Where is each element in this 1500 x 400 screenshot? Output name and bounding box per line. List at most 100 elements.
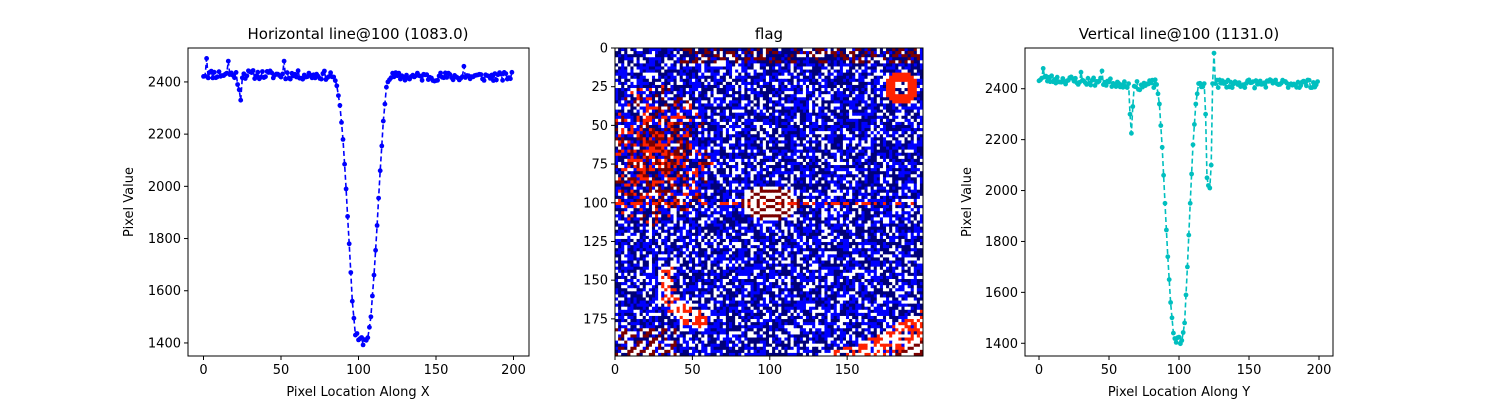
pixel [661, 192, 665, 197]
pixel [633, 174, 637, 178]
pixel [741, 168, 745, 172]
pixel [879, 84, 884, 89]
pixel [618, 189, 622, 194]
pixel [864, 112, 868, 117]
pixel [913, 97, 918, 101]
pixel [695, 189, 699, 194]
pixel [732, 103, 736, 107]
pixel [627, 128, 631, 132]
pixel [919, 91, 924, 95]
pixel [719, 146, 724, 151]
pixel [864, 75, 868, 80]
pixel [661, 183, 665, 187]
pixel [707, 137, 711, 141]
pixel [833, 125, 838, 129]
pixel [879, 155, 884, 160]
pixel [651, 48, 656, 52]
pixel [741, 66, 745, 70]
pixel [836, 60, 841, 64]
pixel [882, 100, 887, 104]
pixel [790, 180, 795, 184]
pixel [787, 149, 791, 154]
pixel [919, 118, 924, 123]
pixel [898, 186, 902, 191]
pixel [704, 146, 708, 151]
pixel [775, 161, 779, 166]
pixel [661, 137, 665, 141]
pixel [833, 106, 838, 110]
pixel [790, 192, 795, 197]
pixel [858, 91, 862, 95]
pixel [719, 192, 724, 197]
pixel [765, 186, 770, 191]
pixel [830, 63, 835, 67]
pixel [618, 183, 622, 187]
pixel [855, 140, 859, 144]
pixel [710, 161, 714, 166]
pixel [827, 78, 831, 83]
pixel [741, 174, 745, 178]
pixel [688, 192, 693, 197]
pixel [713, 100, 718, 104]
pixel [645, 128, 650, 132]
pixel [781, 57, 785, 61]
pixel [624, 109, 628, 114]
pixel [639, 109, 644, 114]
pixel [695, 152, 699, 157]
pixel [645, 143, 650, 147]
pixel [849, 174, 853, 178]
pixel [753, 78, 758, 83]
pixel [679, 131, 684, 135]
pixel [886, 100, 890, 104]
pixel [901, 75, 905, 80]
pixel [855, 78, 859, 83]
pixel [886, 137, 890, 141]
pixel [744, 177, 748, 181]
pixel [716, 183, 721, 187]
pixel [901, 137, 905, 141]
pixel [852, 143, 856, 147]
pixel [898, 94, 902, 98]
pixel [670, 180, 674, 184]
pixel [701, 112, 705, 117]
pixel [732, 91, 736, 95]
pixel [886, 177, 890, 181]
pixel [747, 128, 751, 132]
pixel [698, 128, 702, 132]
pixel [621, 165, 625, 169]
pixel [636, 88, 641, 92]
pixel [919, 134, 924, 138]
pixel [722, 134, 727, 138]
pixel [775, 131, 779, 135]
pixel [790, 152, 795, 157]
pixel [704, 75, 708, 80]
pixel [630, 51, 634, 55]
pixel [716, 134, 721, 138]
pixel [648, 155, 653, 160]
pixel [676, 60, 681, 64]
pixel [882, 168, 887, 172]
data-point [376, 195, 381, 201]
pixel [775, 186, 779, 191]
pixel [688, 54, 693, 58]
pixel [842, 97, 847, 101]
pixel [630, 137, 634, 141]
pixel [713, 57, 718, 61]
pixel [781, 51, 785, 55]
pixel [639, 171, 644, 175]
pixel [821, 146, 825, 151]
pixel [818, 112, 822, 117]
pixel [849, 140, 853, 144]
pixel [685, 171, 690, 175]
pixel [836, 81, 841, 86]
pixel [658, 103, 662, 107]
data-point [236, 87, 242, 93]
pixel [618, 161, 622, 166]
pixel [618, 91, 622, 95]
pixel [778, 186, 782, 191]
pixel [849, 54, 853, 58]
pixel [756, 118, 761, 123]
pixel [648, 94, 653, 98]
pixel [778, 63, 782, 67]
pixel [716, 63, 721, 67]
